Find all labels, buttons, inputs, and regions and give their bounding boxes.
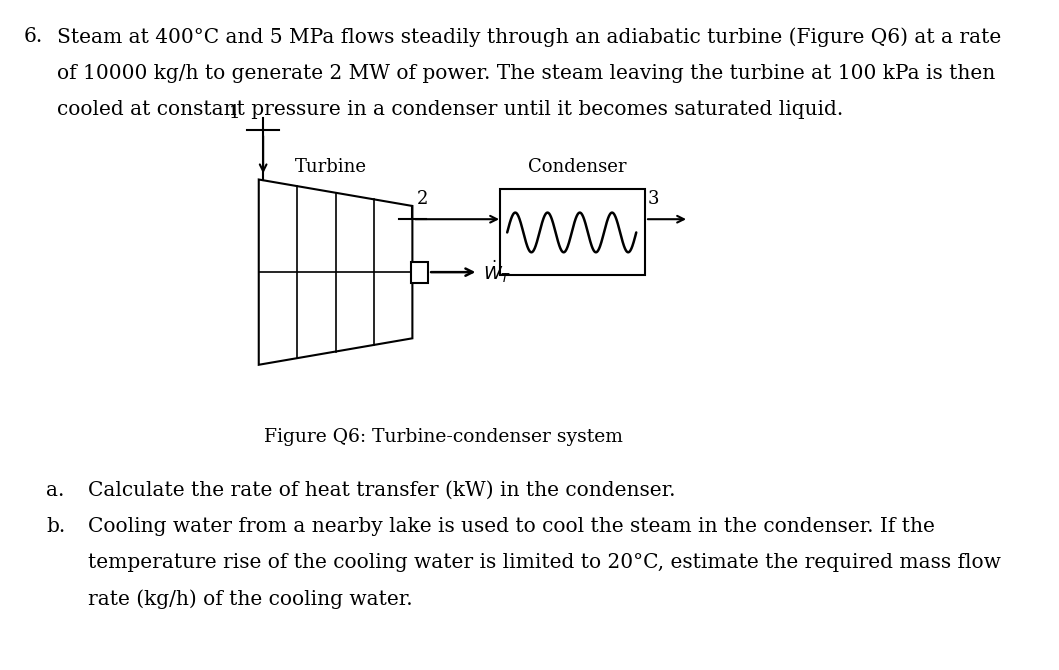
Text: 6.: 6. xyxy=(23,27,42,46)
Text: of 10000 kg/h to generate 2 MW of power. The steam leaving the turbine at 100 kP: of 10000 kg/h to generate 2 MW of power.… xyxy=(57,64,995,82)
Text: Steam at 400°C and 5 MPa flows steadily through an adiabatic turbine (Figure Q6): Steam at 400°C and 5 MPa flows steadily … xyxy=(57,27,1001,47)
Text: Turbine: Turbine xyxy=(295,158,367,176)
Bar xyxy=(500,190,645,275)
Text: cooled at constant pressure in a condenser until it becomes saturated liquid.: cooled at constant pressure in a condens… xyxy=(57,100,843,119)
Text: b.: b. xyxy=(47,517,66,536)
Bar xyxy=(411,261,428,283)
Text: temperature rise of the cooling water is limited to 20°C, estimate the required : temperature rise of the cooling water is… xyxy=(88,553,1001,572)
Text: Calculate the rate of heat transfer (kW) in the condenser.: Calculate the rate of heat transfer (kW)… xyxy=(88,480,675,500)
Text: 2: 2 xyxy=(417,190,428,208)
Text: 1: 1 xyxy=(229,105,240,123)
Text: a.: a. xyxy=(47,480,65,500)
Text: Cooling water from a nearby lake is used to cool the steam in the condenser. If : Cooling water from a nearby lake is used… xyxy=(88,517,934,536)
Text: $\dot{W}_T$: $\dot{W}_T$ xyxy=(484,259,511,285)
Text: rate (kg/h) of the cooling water.: rate (kg/h) of the cooling water. xyxy=(88,590,412,610)
Text: 3: 3 xyxy=(648,190,659,208)
Text: Condenser: Condenser xyxy=(527,158,626,176)
Text: Figure Q6: Turbine-condenser system: Figure Q6: Turbine-condenser system xyxy=(264,427,623,446)
